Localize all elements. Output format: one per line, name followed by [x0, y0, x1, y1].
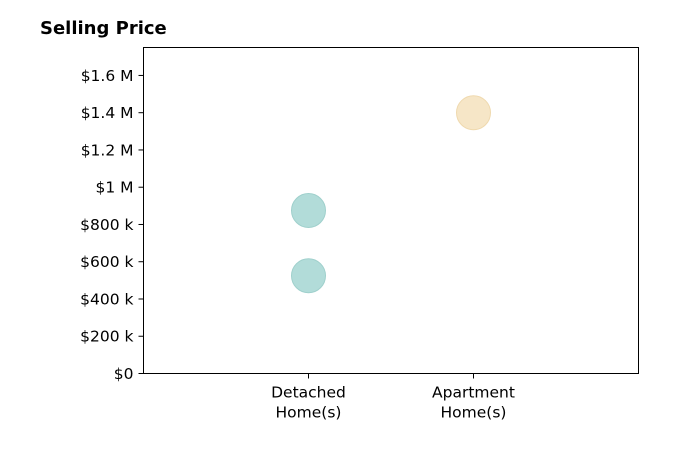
- y-tick-label: $0: [114, 365, 134, 383]
- data-point: [291, 258, 326, 294]
- x-axis: Detached Home(s) Apartment Home(s): [271, 373, 515, 422]
- y-tick-label: $600 k: [80, 253, 133, 271]
- x-tick-label: Detached: [271, 384, 346, 402]
- y-tick-label: $200 k: [80, 328, 133, 346]
- y-axis: $0 $200 k $400 k $600 k $800 k $1 M $1.2 M $1.4…: [80, 67, 144, 383]
- x-tick-label: Apartment: [432, 384, 515, 402]
- x-tick-label: Home(s): [441, 404, 507, 422]
- y-tick-label: $1.6 M: [81, 67, 134, 85]
- data-point: [456, 95, 491, 131]
- y-tick-label: $1 M: [95, 179, 133, 197]
- data-points: [291, 95, 491, 294]
- data-point: [291, 193, 326, 228]
- y-tick-label: $800 k: [80, 216, 133, 234]
- chart-title: Selling Price: [40, 18, 167, 39]
- y-tick-label: $1.4 M: [81, 104, 134, 122]
- y-tick-label: $400 k: [80, 290, 133, 308]
- y-tick-label: $1.2 M: [81, 141, 134, 159]
- x-tick-label: Home(s): [276, 404, 342, 422]
- plot-area: [143, 47, 639, 374]
